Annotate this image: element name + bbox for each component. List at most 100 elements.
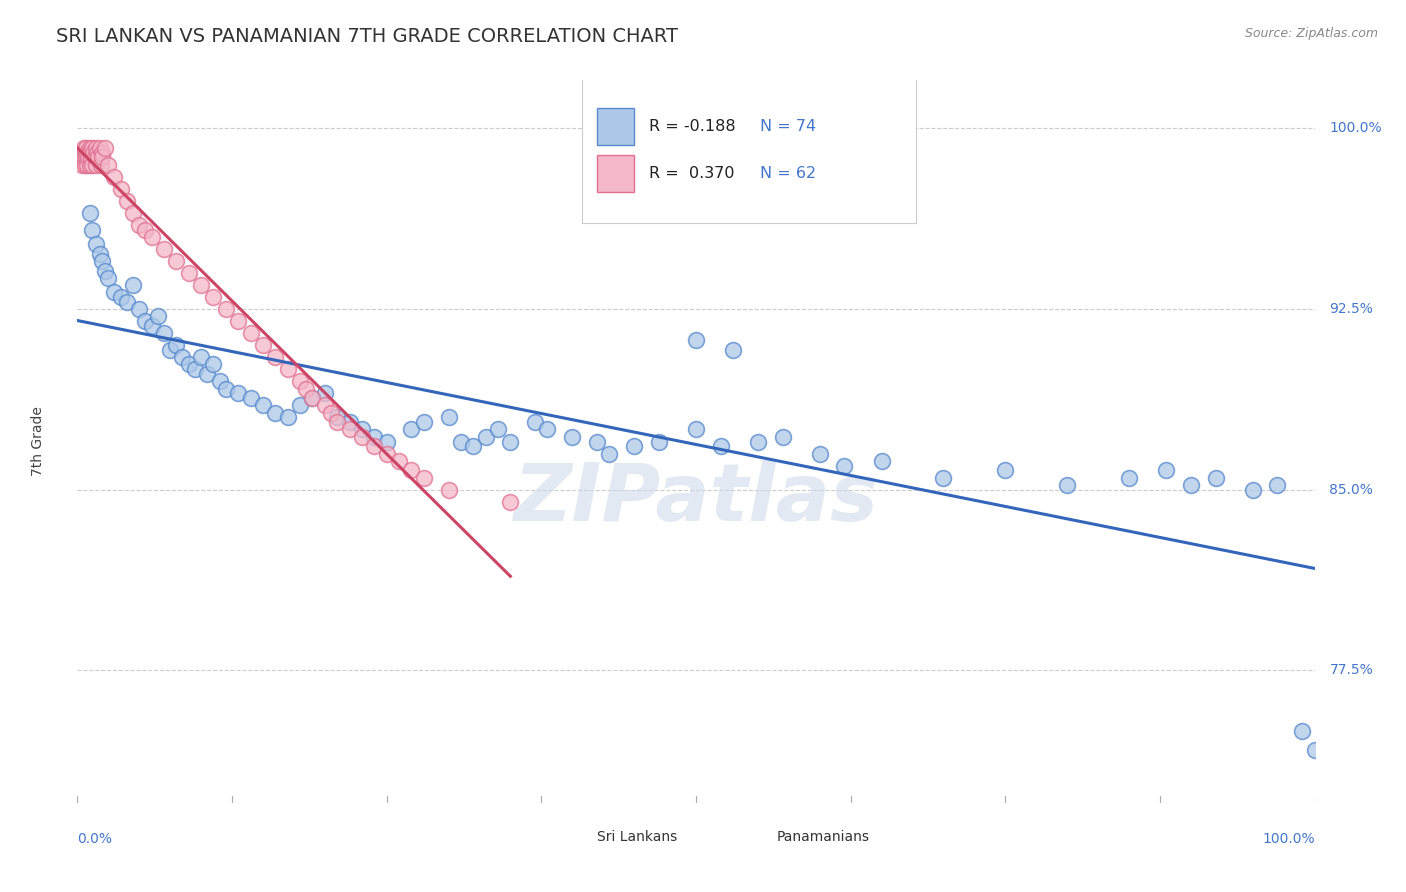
Text: 85.0%: 85.0% — [1330, 483, 1374, 497]
Point — [252, 338, 274, 352]
Point — [772, 430, 794, 444]
Point — [93, 263, 115, 277]
Point — [82, 157, 104, 171]
Point — [1056, 478, 1078, 492]
Point — [834, 458, 856, 473]
Point — [295, 382, 318, 396]
Point — [75, 141, 97, 155]
Point — [134, 222, 156, 236]
FancyBboxPatch shape — [598, 108, 634, 145]
Text: Sri Lankans: Sri Lankans — [598, 830, 678, 844]
Point — [339, 415, 361, 429]
Point — [226, 386, 249, 401]
Point — [177, 358, 200, 372]
Point — [73, 145, 96, 160]
Point — [72, 141, 94, 155]
Point — [326, 415, 349, 429]
Point — [195, 367, 218, 381]
Text: R =  0.370: R = 0.370 — [650, 166, 734, 181]
Point — [79, 145, 101, 160]
Text: 0.0%: 0.0% — [77, 831, 112, 846]
Point — [79, 141, 101, 155]
Point — [326, 410, 349, 425]
Point — [1180, 478, 1202, 492]
Point — [412, 470, 434, 484]
Point — [190, 277, 212, 292]
Point — [75, 150, 97, 164]
Point — [110, 290, 132, 304]
Point — [141, 318, 163, 333]
Point — [499, 494, 522, 508]
Point — [89, 141, 111, 155]
Point — [89, 246, 111, 260]
Point — [91, 254, 114, 268]
Text: SRI LANKAN VS PANAMANIAN 7TH GRADE CORRELATION CHART: SRI LANKAN VS PANAMANIAN 7TH GRADE CORRE… — [56, 27, 678, 45]
Point — [165, 338, 187, 352]
Point — [215, 301, 238, 316]
Point — [165, 254, 187, 268]
Point — [301, 391, 323, 405]
Point — [128, 218, 150, 232]
Point — [314, 386, 336, 401]
Point — [77, 150, 100, 164]
Point — [103, 169, 125, 184]
Point — [536, 422, 558, 436]
Point — [215, 382, 238, 396]
Point — [72, 157, 94, 171]
Point — [84, 141, 107, 155]
Point — [808, 447, 831, 461]
Point — [375, 447, 398, 461]
Point — [721, 343, 744, 357]
Point — [110, 181, 132, 195]
FancyBboxPatch shape — [560, 835, 588, 850]
Text: Source: ZipAtlas.com: Source: ZipAtlas.com — [1244, 27, 1378, 40]
Point — [412, 415, 434, 429]
Text: 7th Grade: 7th Grade — [31, 407, 45, 476]
Text: N = 62: N = 62 — [761, 166, 817, 181]
Point — [141, 229, 163, 244]
Text: 92.5%: 92.5% — [1330, 302, 1374, 316]
Point — [202, 290, 225, 304]
Point — [115, 294, 138, 309]
Point — [128, 301, 150, 316]
Point — [73, 157, 96, 171]
Point — [226, 314, 249, 328]
Point — [994, 463, 1017, 477]
Point — [93, 141, 115, 155]
Point — [83, 150, 105, 164]
Point — [239, 326, 262, 341]
Point — [82, 222, 104, 236]
Point — [486, 422, 509, 436]
Point — [90, 157, 112, 171]
Point — [1291, 723, 1313, 738]
Point — [598, 447, 620, 461]
Point — [146, 310, 169, 324]
Point — [184, 362, 207, 376]
Point — [153, 242, 176, 256]
Point — [401, 463, 423, 477]
Point — [1118, 470, 1140, 484]
Point — [264, 350, 287, 364]
Point — [202, 358, 225, 372]
Point — [932, 470, 955, 484]
Point — [350, 430, 373, 444]
Point — [524, 415, 547, 429]
Point — [586, 434, 609, 449]
Text: Panamanians: Panamanians — [776, 830, 869, 844]
Point — [401, 422, 423, 436]
Point — [463, 439, 485, 453]
Point — [710, 439, 733, 453]
Point — [277, 362, 299, 376]
Point — [91, 150, 114, 164]
Point — [499, 434, 522, 449]
Point — [91, 145, 114, 160]
Point — [239, 391, 262, 405]
Point — [1241, 483, 1264, 497]
Point — [437, 410, 460, 425]
FancyBboxPatch shape — [598, 154, 634, 193]
Point — [561, 430, 583, 444]
Point — [84, 237, 107, 252]
Text: R = -0.188: R = -0.188 — [650, 119, 735, 134]
Point — [252, 398, 274, 412]
Point — [208, 374, 231, 388]
